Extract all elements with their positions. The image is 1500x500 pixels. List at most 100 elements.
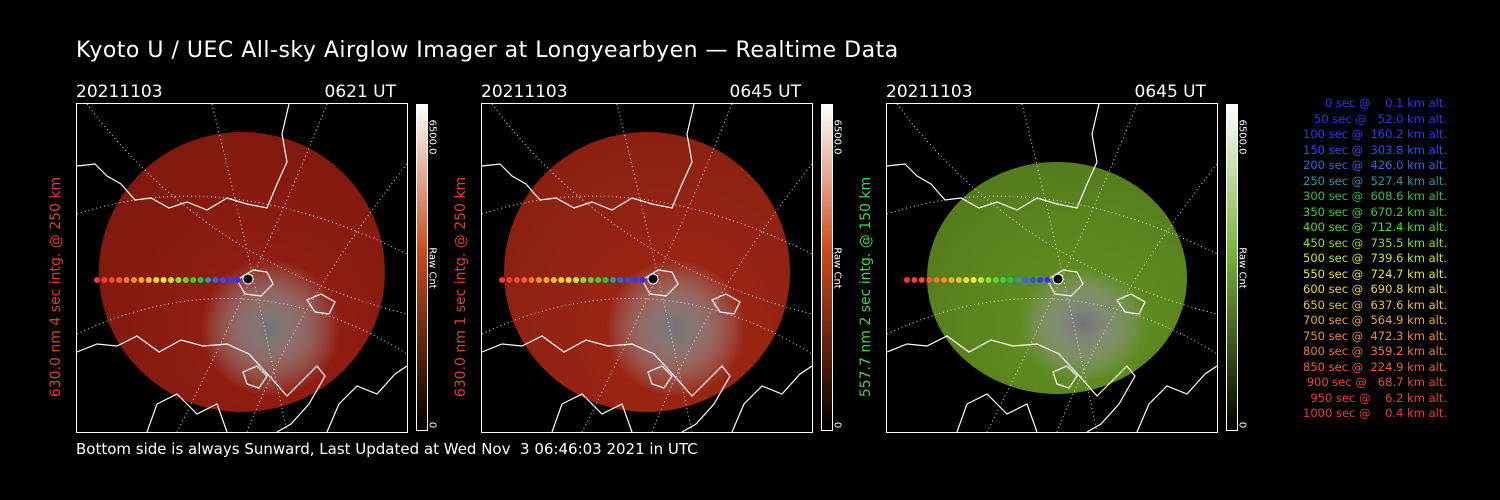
legend-entry: 400 sec @ 712.4 km alt. (1303, 220, 1447, 234)
colorbar (416, 104, 428, 431)
legend-entry: 700 sec @ 564.9 km alt. (1303, 313, 1447, 327)
coastline (887, 104, 1100, 211)
lat-lon-grid-line (211, 104, 288, 432)
panel-time: 0645 UT (1134, 82, 1207, 102)
trajectory-point (610, 277, 616, 283)
trajectory-point (506, 277, 513, 283)
trajectory-point (499, 277, 505, 283)
panel-time: 0621 UT (324, 82, 397, 102)
coastline (551, 393, 633, 432)
trajectory-point (234, 277, 241, 283)
colorbar-min: 0 (426, 421, 438, 429)
colorbar-min: 0 (831, 421, 843, 429)
trajectory-point (1037, 277, 1044, 283)
panel-date: 20211103 (481, 82, 568, 102)
wavelength-label: 557.7 nm 2 sec intg. @ 150 km (858, 176, 874, 398)
imager-panel-2: 20211103 0645 UT 630.0 nm 1 sec intg. @ … (453, 82, 843, 433)
panel-date: 20211103 (76, 82, 163, 102)
lat-lon-grid-line (77, 297, 407, 355)
coastline (1052, 365, 1078, 389)
trajectory-point (992, 277, 999, 283)
colorbar-unit: Raw Cnt (426, 247, 438, 289)
trajectory-point (558, 277, 565, 283)
trajectory-point (639, 277, 646, 283)
trajectory-point (521, 277, 528, 283)
wavelength-label: 630.0 nm 1 sec intg. @ 250 km (453, 176, 469, 398)
trajectory-point (918, 277, 925, 283)
trajectory-point (1000, 277, 1007, 283)
trajectory-point (587, 277, 594, 283)
coastline (77, 104, 290, 211)
coastline (1046, 269, 1084, 297)
coastline (887, 335, 1136, 432)
coastline (306, 293, 336, 315)
trajectory-point (573, 277, 579, 283)
trajectory-point (1029, 277, 1036, 283)
trajectory-point (528, 277, 535, 283)
trajectory-point (941, 277, 947, 283)
coastline (326, 365, 407, 432)
lat-lon-grid-line (1021, 104, 1098, 432)
trajectory-point (182, 277, 189, 283)
trajectory-point (580, 277, 587, 283)
trajectory-point (926, 277, 933, 283)
imager-panel-1: 20211103 0621 UT 630.0 nm 4 sec intg. @ … (48, 82, 438, 433)
lat-lon-grid-line (246, 163, 407, 432)
legend-entry: 300 sec @ 608.6 km alt. (1303, 189, 1447, 203)
colorbar (821, 104, 833, 431)
panel-date: 20211103 (886, 82, 973, 102)
allsky-image (76, 103, 408, 433)
trajectory-point (970, 277, 977, 283)
coastline (731, 365, 812, 432)
legend-entry: 1000 sec @ 0.4 km alt. (1303, 406, 1447, 420)
lat-lon-grid-line (1056, 163, 1217, 432)
lat-lon-grid-line (491, 104, 812, 315)
legend-entry: 650 sec @ 637.6 km alt. (1303, 297, 1447, 312)
lat-lon-grid-line (651, 163, 812, 432)
trajectory-point (168, 277, 174, 283)
coastline (956, 393, 1038, 432)
legend-entry: 200 sec @ 426.0 km alt. (1303, 158, 1447, 172)
legend-entry: 100 sec @ 160.2 km alt. (1303, 127, 1447, 141)
legend-entry: 350 sec @ 670.2 km alt. (1303, 204, 1447, 219)
trajectory-point (212, 277, 219, 283)
wavelength-label: 630.0 nm 4 sec intg. @ 250 km (48, 176, 64, 398)
coastline (242, 365, 268, 389)
legend-entry: 150 sec @ 303.8 km alt. (1303, 142, 1447, 157)
coastline (482, 335, 731, 432)
trajectory-point (985, 277, 992, 283)
trajectory-point (550, 277, 557, 283)
lat-lon-grid-line (616, 104, 693, 432)
trajectory-point (131, 277, 137, 283)
legend-entry: 250 sec @ 527.4 km alt. (1303, 173, 1447, 188)
coastline (641, 269, 679, 297)
trajectory-point (911, 277, 918, 283)
trajectory-point (617, 277, 624, 283)
trajectory-point (190, 277, 197, 283)
trajectory-point (205, 277, 211, 283)
legend-entry: 900 sec @ 68.7 km alt. (1306, 375, 1447, 389)
trajectory-point (543, 277, 550, 283)
trajectory-point (1022, 277, 1029, 283)
trajectory-point (1015, 277, 1021, 283)
footer-status: Bottom side is always Sunward, Last Upda… (76, 440, 698, 458)
trajectory-point (175, 277, 182, 283)
trajectory-point (145, 277, 152, 283)
coastline (146, 393, 228, 432)
trajectory-point (123, 277, 130, 283)
trajectory-point (624, 277, 631, 283)
trajectory-point (536, 277, 542, 283)
trajectory-point (94, 277, 100, 283)
trajectory-point (108, 277, 115, 283)
map-canvas (77, 104, 407, 432)
colorbar (1226, 104, 1238, 431)
trajectory-point (595, 277, 602, 283)
legend-entry: 600 sec @ 690.8 km alt. (1303, 282, 1447, 296)
legend-entry: 50 sec @ 52.0 km alt. (1314, 111, 1447, 126)
legend-entry: 750 sec @ 472.3 km alt. (1303, 328, 1447, 343)
trajectory-point (955, 277, 962, 283)
station-marker (242, 273, 254, 285)
coastline (1116, 293, 1146, 315)
allsky-image (481, 103, 813, 433)
station-marker (1052, 273, 1064, 285)
